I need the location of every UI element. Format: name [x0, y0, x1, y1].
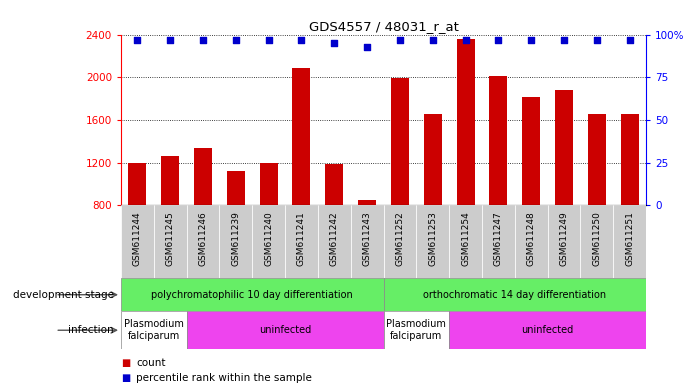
Text: GSM611251: GSM611251 [625, 211, 634, 266]
Bar [318, 205, 350, 278]
Point [460, 36, 471, 43]
Bar [588, 114, 606, 205]
Bar [121, 311, 187, 349]
Text: ■: ■ [121, 358, 130, 368]
Bar [515, 205, 547, 278]
Text: infection: infection [68, 325, 114, 335]
Bar [416, 205, 449, 278]
Text: polychromatophilic 10 day differentiation: polychromatophilic 10 day differentiatio… [151, 290, 353, 300]
Bar [424, 114, 442, 205]
Point [395, 36, 406, 43]
Text: GSM611249: GSM611249 [560, 211, 569, 266]
Point [624, 36, 635, 43]
Bar [285, 205, 318, 278]
Bar [555, 90, 573, 205]
Text: GSM611247: GSM611247 [494, 211, 503, 266]
Bar [292, 68, 310, 205]
Title: GDS4557 / 48031_r_at: GDS4557 / 48031_r_at [309, 20, 458, 33]
Bar [350, 205, 384, 278]
Bar [153, 205, 187, 278]
Point [427, 36, 438, 43]
Text: GSM611252: GSM611252 [395, 211, 404, 266]
Point [558, 36, 569, 43]
Text: GSM611240: GSM611240 [264, 211, 273, 266]
Text: GSM611253: GSM611253 [428, 211, 437, 266]
Text: GSM611248: GSM611248 [527, 211, 536, 266]
Text: uninfected: uninfected [259, 325, 311, 335]
Bar [129, 163, 146, 205]
Bar [187, 205, 220, 278]
Bar [220, 205, 252, 278]
Bar [547, 205, 580, 278]
Bar [227, 171, 245, 205]
Text: GSM611254: GSM611254 [461, 211, 470, 266]
Point [230, 36, 241, 43]
Text: count: count [136, 358, 166, 368]
Point [361, 43, 372, 50]
Text: GSM611241: GSM611241 [297, 211, 306, 266]
Text: ■: ■ [121, 373, 130, 383]
Bar [489, 76, 507, 205]
Bar [187, 311, 384, 349]
Bar [449, 311, 646, 349]
Point [296, 36, 307, 43]
Text: Plasmodium
falciparum: Plasmodium falciparum [124, 319, 184, 341]
Point [132, 36, 143, 43]
Bar [482, 205, 515, 278]
Bar [384, 205, 416, 278]
Text: GSM611250: GSM611250 [592, 211, 601, 266]
Bar [391, 78, 409, 205]
Text: GSM611244: GSM611244 [133, 211, 142, 266]
Bar [384, 311, 449, 349]
Text: uninfected: uninfected [522, 325, 574, 335]
Bar [614, 205, 646, 278]
Bar [161, 156, 179, 205]
Bar [522, 96, 540, 205]
Point [591, 36, 603, 43]
Bar [121, 205, 153, 278]
Point [493, 36, 504, 43]
Point [164, 36, 176, 43]
Bar [621, 114, 638, 205]
Point [198, 36, 209, 43]
Text: GSM611245: GSM611245 [166, 211, 175, 266]
Bar [260, 163, 278, 205]
Bar [358, 200, 376, 205]
Text: GSM611243: GSM611243 [363, 211, 372, 266]
Bar [252, 205, 285, 278]
Bar [384, 278, 646, 311]
Text: GSM611239: GSM611239 [231, 211, 240, 266]
Text: percentile rank within the sample: percentile rank within the sample [136, 373, 312, 383]
Bar [194, 148, 212, 205]
Bar [580, 205, 614, 278]
Text: orthochromatic 14 day differentiation: orthochromatic 14 day differentiation [423, 290, 607, 300]
Point [263, 36, 274, 43]
Bar [121, 278, 384, 311]
Text: GSM611246: GSM611246 [198, 211, 207, 266]
Bar [457, 39, 475, 205]
Bar [325, 164, 343, 205]
Bar [449, 205, 482, 278]
Text: development stage: development stage [13, 290, 114, 300]
Point [526, 36, 537, 43]
Point [329, 40, 340, 46]
Text: Plasmodium
falciparum: Plasmodium falciparum [386, 319, 446, 341]
Text: GSM611242: GSM611242 [330, 211, 339, 266]
